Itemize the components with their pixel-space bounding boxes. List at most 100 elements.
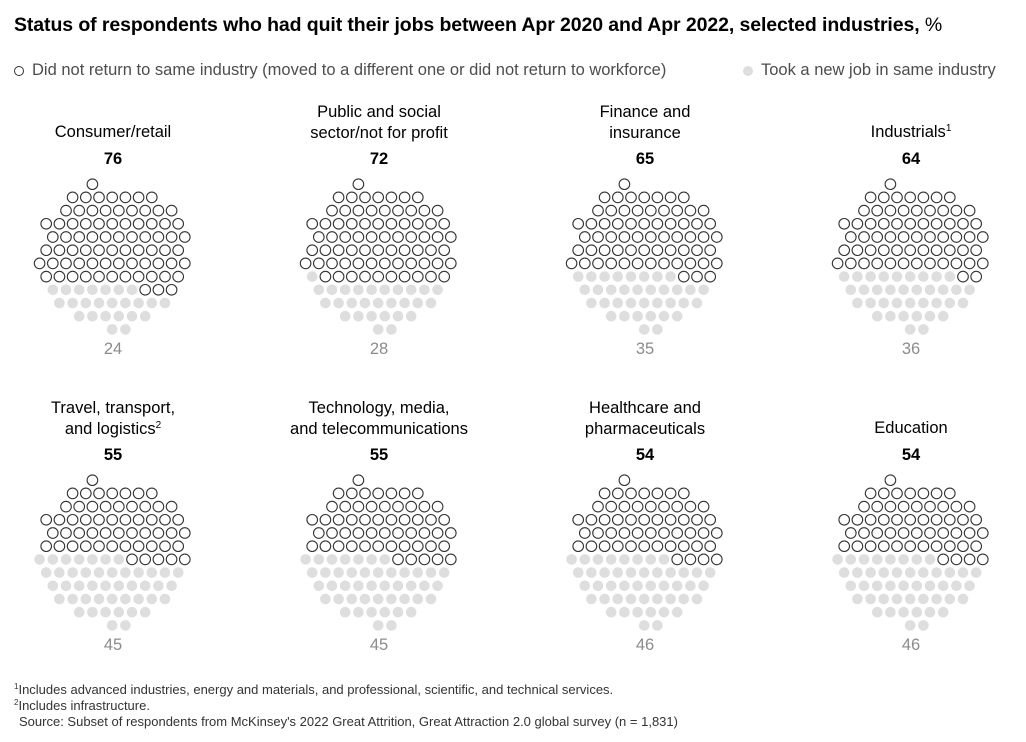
dot-same-industry — [924, 554, 936, 565]
dot-did-not-return — [112, 231, 125, 243]
chart-title: Status of respondents who had quit their… — [14, 14, 943, 36]
dot-did-not-return — [126, 231, 138, 243]
dot-did-not-return — [644, 231, 657, 243]
dot-same-industry — [619, 606, 630, 618]
dot-same-industry — [612, 567, 624, 578]
dot-did-not-return — [664, 540, 677, 553]
dot-did-not-return — [631, 527, 644, 539]
dot-same-industry — [366, 580, 377, 592]
dot-did-not-return — [930, 191, 943, 204]
dot-same-industry — [638, 271, 650, 282]
dot-same-industry — [372, 593, 384, 605]
dot-did-not-return — [598, 217, 611, 230]
dot-did-not-return — [838, 217, 851, 230]
dot-did-not-return — [963, 257, 976, 270]
same-industry-value: 45 — [369, 636, 389, 654]
dot-did-not-return — [326, 500, 338, 513]
dot-did-not-return — [385, 191, 398, 204]
footnote-2: 2Includes infrastructure. — [14, 698, 150, 713]
footnote-1: 1Includes advanced industries, energy an… — [14, 682, 614, 697]
dot-did-not-return — [957, 513, 969, 526]
dot-did-not-return — [405, 500, 418, 513]
dot-same-industry — [159, 297, 171, 309]
dot-did-not-return — [132, 540, 145, 553]
dot-did-not-return — [578, 231, 591, 243]
dot-did-not-return — [917, 540, 930, 553]
dot-did-not-return — [598, 244, 611, 257]
dot-did-not-return — [66, 487, 79, 500]
dot-did-not-return — [431, 231, 444, 243]
dot-did-not-return — [963, 553, 976, 566]
dot-same-industry — [159, 593, 171, 605]
dot-did-not-return — [119, 513, 132, 526]
dot-same-industry — [852, 297, 863, 309]
dot-same-industry — [106, 324, 118, 335]
dot-did-not-return — [605, 500, 618, 513]
dot-same-industry — [911, 580, 923, 592]
dot-same-industry — [412, 297, 424, 309]
same-industry-value: 45 — [103, 636, 123, 654]
dot-did-not-return — [33, 257, 46, 270]
dot-same-industry — [346, 593, 358, 605]
dot-same-industry — [419, 284, 430, 296]
dot-did-not-return — [326, 231, 338, 243]
dot-did-not-return — [937, 204, 950, 217]
dot-same-industry — [599, 297, 610, 309]
dot-same-industry — [146, 593, 158, 605]
dot-did-not-return — [306, 513, 319, 526]
dot-same-industry — [47, 554, 59, 565]
dot-did-not-return — [145, 217, 158, 230]
panel-6: Healthcare and pharmaceuticals 54 46 — [515, 392, 775, 662]
dot-did-not-return — [884, 231, 897, 243]
dot-same-industry — [326, 284, 338, 296]
dot-did-not-return — [73, 231, 86, 243]
dot-did-not-return — [963, 204, 976, 217]
dot-did-not-return — [86, 257, 99, 270]
dot-did-not-return — [924, 500, 936, 513]
dot-same-industry — [652, 620, 663, 631]
dot-same-industry — [313, 554, 325, 565]
dot-did-not-return — [385, 540, 398, 553]
dot-did-not-return — [372, 540, 385, 553]
dot-did-not-return — [126, 257, 138, 270]
dot-did-not-return — [66, 270, 79, 283]
dot-same-industry — [353, 580, 364, 592]
dot-same-industry — [605, 606, 617, 618]
dot-same-industry — [60, 284, 72, 296]
category-label: Public and social sector/not for profit — [310, 103, 448, 142]
dot-same-industry — [931, 593, 942, 605]
dot-did-not-return — [671, 527, 684, 539]
dot-same-industry — [964, 580, 975, 592]
dot-did-not-return — [132, 487, 145, 500]
dot-did-not-return — [172, 513, 185, 526]
dot-same-industry — [944, 271, 956, 282]
dot-same-industry — [166, 580, 177, 592]
dot-same-industry — [937, 606, 949, 618]
dot-same-industry — [572, 567, 584, 578]
dot-did-not-return — [326, 204, 338, 217]
dot-same-industry — [865, 567, 876, 578]
dot-did-not-return — [306, 540, 319, 553]
dot-did-not-return — [572, 513, 585, 526]
dot-did-not-return — [352, 231, 365, 243]
dot-same-industry — [54, 593, 65, 605]
dot-did-not-return — [132, 513, 145, 526]
dot-did-not-return — [372, 513, 385, 526]
dot-did-not-return — [963, 527, 976, 539]
dot-did-not-return — [592, 527, 604, 539]
dot-same-industry — [891, 593, 903, 605]
dot-did-not-return — [910, 231, 923, 243]
dot-did-not-return — [618, 231, 631, 243]
dot-did-not-return — [691, 217, 703, 230]
dot-did-not-return — [365, 204, 378, 217]
dot-did-not-return — [444, 527, 457, 539]
dot-same-industry — [106, 567, 118, 578]
dot-same-industry — [951, 580, 962, 592]
dot-did-not-return — [970, 244, 983, 257]
dot-did-not-return — [418, 204, 431, 217]
dot-did-not-return — [710, 257, 723, 270]
dot-did-not-return — [644, 500, 657, 513]
dot-did-not-return — [618, 527, 631, 539]
dot-did-not-return — [697, 204, 710, 217]
dot-did-not-return — [172, 217, 185, 230]
